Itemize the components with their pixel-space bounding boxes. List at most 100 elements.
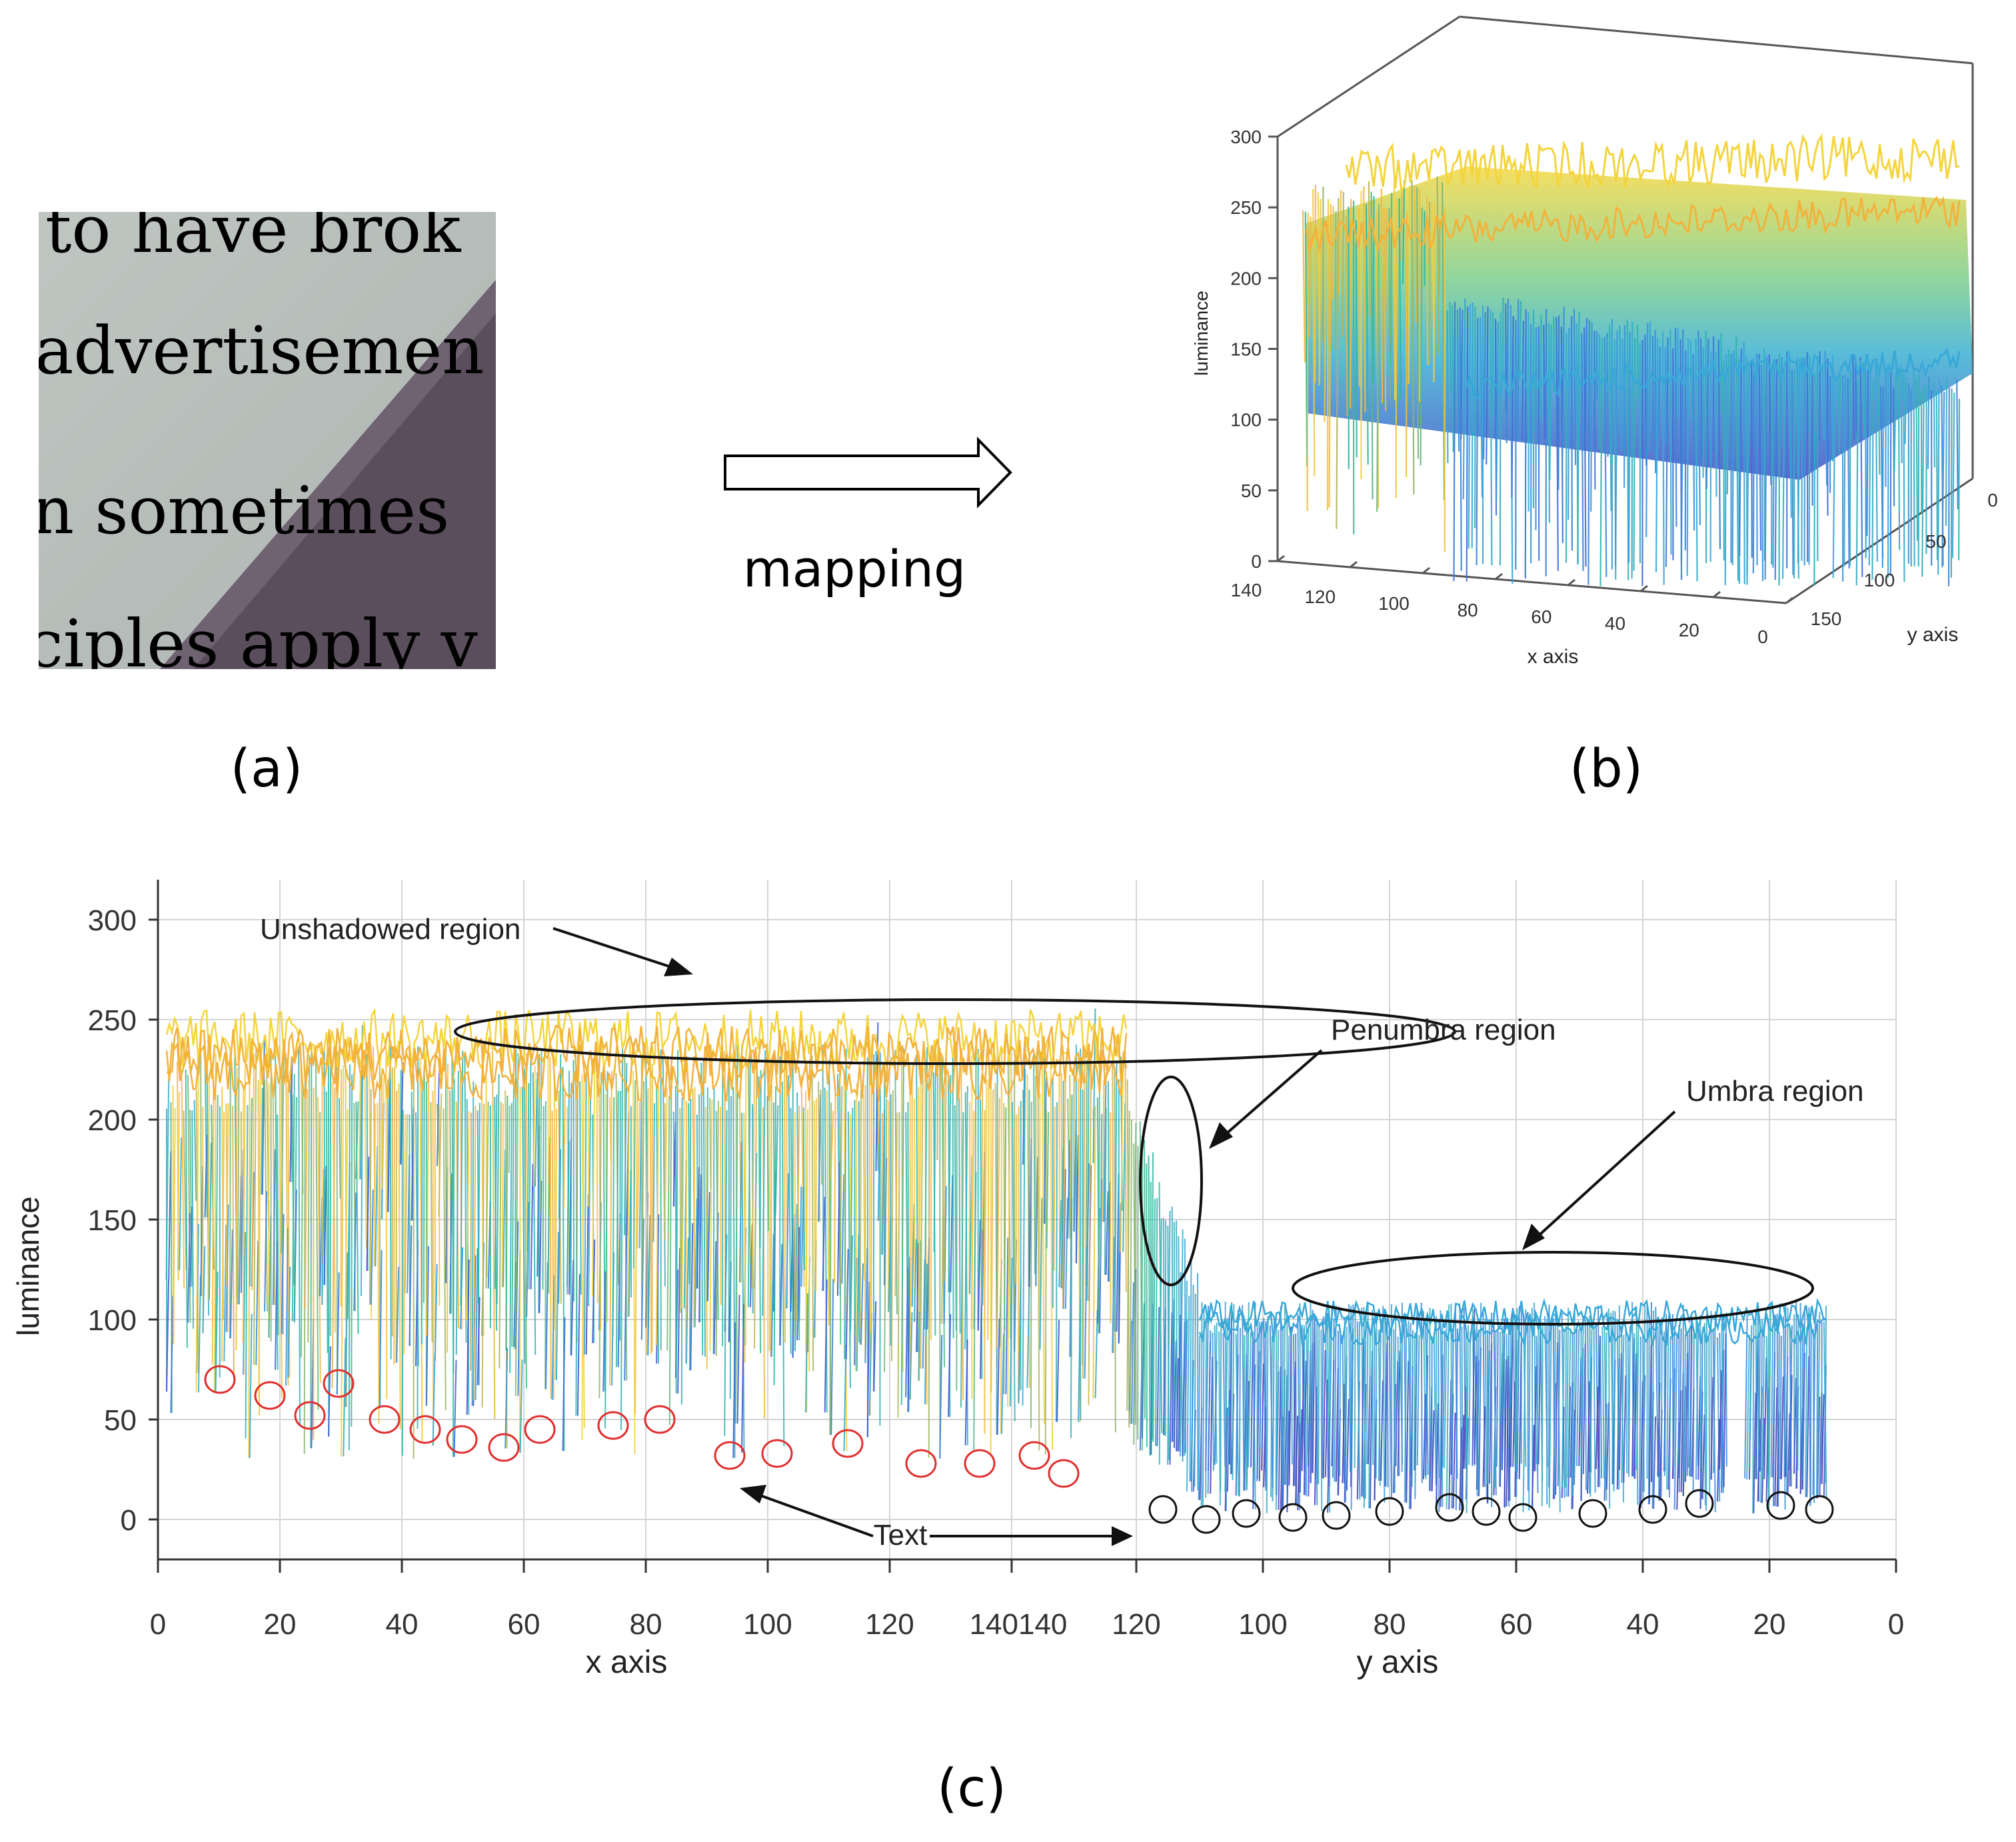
c-series-line-low [1787,1413,1791,1495]
c-series-line [1817,1312,1821,1495]
c-series-line-low [179,1137,183,1270]
c-series-line [359,1072,361,1180]
surface-spike [1490,309,1493,566]
surface-spike [1774,359,1778,580]
c-series-line-low [168,1151,172,1280]
c-series-line [443,1108,447,1411]
c-series-line [1744,1314,1748,1479]
c-series-line-low [255,1240,259,1366]
c-series-line [933,1066,936,1252]
c-series-line [1186,1296,1190,1492]
c-series-line-low [321,1168,325,1305]
c-series-line [1413,1332,1416,1471]
c-series-line [505,1095,508,1351]
surface-spike [1900,365,1903,463]
c-series-line [1191,1284,1194,1492]
c-series-line [1100,1114,1103,1258]
c-series-line [1673,1326,1676,1467]
c-x-axis-label: x axis [586,1645,668,1680]
c-series-line [968,1102,971,1294]
c-series-line-low [243,1232,247,1375]
c-series-line [652,1103,655,1242]
b-z-tick-label: 250 [1230,197,1262,218]
surface-spike [1402,180,1406,284]
c-series-line [1328,1306,1333,1467]
c-series-line-low [1595,1387,1599,1469]
surface-spike [1763,349,1765,561]
c-series-line [1801,1323,1803,1490]
c-series-line [1205,1306,1210,1471]
c-series-line [1761,1324,1765,1479]
c-series-line-low [866,1282,870,1437]
surface-spike [1859,357,1863,577]
surface-spike [1416,187,1420,459]
unshadowed-arrowhead-icon [664,958,693,976]
c-series-line [1202,1307,1205,1505]
surface-spike [1486,307,1489,465]
surface-spike [1951,393,1955,558]
c-series-line [1088,1051,1092,1405]
c-series-line-low [434,1264,438,1362]
c-series-line [1028,1090,1030,1288]
c-series-line [1455,1328,1459,1510]
c-series-line-low [585,1194,589,1355]
surface-spike [1772,366,1775,568]
c-series-line-low [1286,1411,1290,1513]
c-series-line-low [1156,1307,1160,1446]
c-series-line [253,1046,257,1366]
c-series-line [181,1070,185,1289]
c-series-line [762,1107,766,1419]
c-series-line [242,1046,247,1342]
c-series-line [1126,1110,1130,1411]
c-series-line [581,1074,585,1441]
c-series-line-low [1716,1419,1720,1502]
c-series-line [1725,1316,1727,1467]
text-minimum-black-circle [1805,1495,1834,1524]
text-minimum-red-circle [1048,1459,1080,1488]
surface-spike [1761,365,1764,581]
surface-spike [1832,376,1836,578]
c-series-line-low [1452,1412,1456,1509]
c-series-line [285,1053,289,1386]
c-series-line-low [555,1232,559,1380]
c-series-line-low [551,1275,555,1400]
c-series-line [215,1094,219,1393]
c-series-line [1102,1080,1105,1222]
b-x-tick-label: 20 [1679,620,1699,640]
c-series-line [245,1105,249,1439]
c-series-line-low [1210,1356,1214,1494]
c-series-line [681,1084,685,1309]
panel-a-photo: to have brok advertisemen n sometimes ci… [35,212,496,669]
c-series-line-low [1303,1360,1307,1495]
surface-spike [1571,316,1573,551]
c-series-line [1258,1322,1262,1471]
c-series-line-low [1178,1314,1182,1451]
c-series-line [1666,1321,1669,1490]
c-series-line [1198,1336,1201,1500]
text-minimum-red-circle [964,1449,996,1478]
text-minimum-black-circle [1472,1497,1501,1526]
c-series-line [554,1109,557,1380]
c-series-line [1011,1102,1016,1421]
c-series-line [1212,1332,1214,1471]
c-series-line [704,1107,708,1370]
c-series-line [849,1108,854,1346]
c-series-line-low [950,1175,954,1293]
c-series-line-low [202,1246,206,1334]
b-x-tick-label: 60 [1531,606,1551,627]
c-series-line-low [1587,1381,1591,1494]
c-series-line [734,1045,738,1424]
c-series-line [834,1088,836,1283]
c-series-line [1713,1311,1716,1473]
c-series-line [532,1072,536,1356]
umbra-label: Umbra region [1686,1075,1864,1108]
surface-spike [1791,370,1794,575]
c-series-line [702,1058,706,1357]
c-series-line [1468,1331,1472,1465]
photo-text-line-2: advertisemen [35,313,484,389]
c-series-line-low [1141,1303,1145,1439]
surface-spike [1577,311,1580,564]
c-series-line [700,1062,704,1356]
text-minimum-black-circle [1148,1495,1178,1524]
c-series-line [277,1114,279,1336]
